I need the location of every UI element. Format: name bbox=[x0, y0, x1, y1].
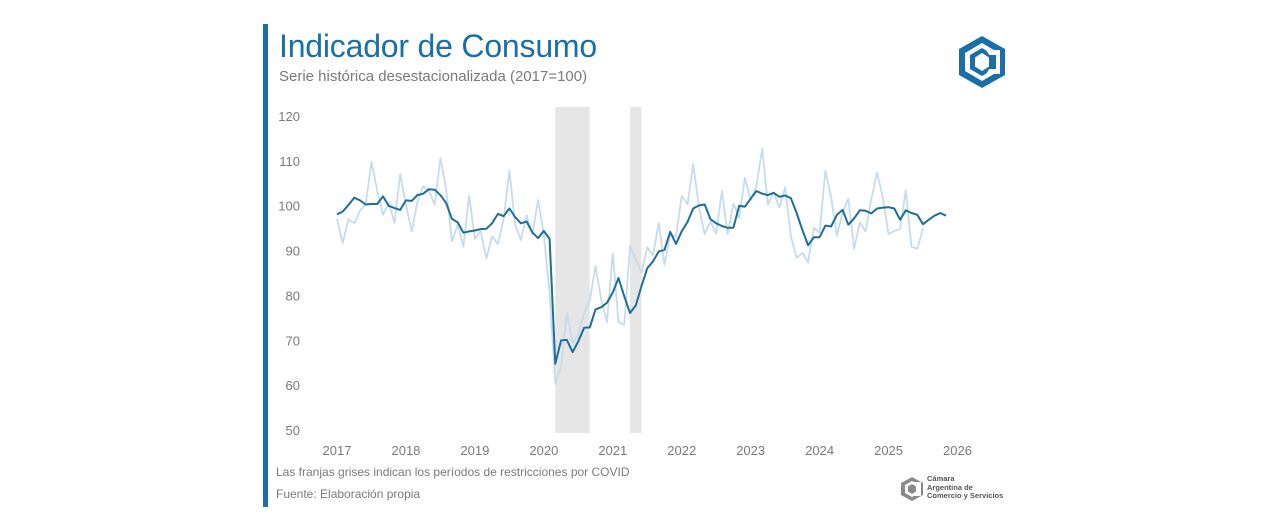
covid-note: Las franjas grises indican los períodos … bbox=[276, 465, 630, 479]
x-tick-label: 2017 bbox=[323, 443, 352, 458]
y-tick-label: 80 bbox=[286, 288, 300, 303]
org-name: Cámara Argentina de Comercio y Servicios bbox=[927, 474, 1022, 501]
y-tick-label: 100 bbox=[278, 199, 300, 214]
y-tick-label: 50 bbox=[286, 423, 300, 438]
source-text: Fuente: Elaboración propia bbox=[276, 487, 421, 501]
y-tick-label: 110 bbox=[279, 154, 300, 169]
chart-subtitle: Serie histórica desestacionalizada (2017… bbox=[279, 68, 588, 85]
org-name-line2: Argentina de bbox=[927, 482, 973, 492]
x-tick-label: 2023 bbox=[736, 443, 765, 458]
x-tick-label: 2019 bbox=[460, 443, 489, 458]
x-tick-label: 2018 bbox=[391, 443, 420, 458]
x-tick-label: 2024 bbox=[805, 443, 834, 458]
chart-title: Indicador de Consumo bbox=[279, 28, 597, 64]
y-tick-label: 120 bbox=[278, 109, 300, 124]
series-light-line bbox=[336, 147, 924, 385]
x-tick-label: 2021 bbox=[598, 443, 627, 458]
x-tick-label: 2022 bbox=[667, 443, 696, 458]
series-main-line bbox=[336, 188, 947, 365]
x-tick-label: 2020 bbox=[529, 443, 558, 458]
line-chart: 50 60 70 80 90 100 110 120 2017 2018 2019 2020 2021… bbox=[278, 107, 972, 458]
cac-small-logo-icon bbox=[901, 477, 923, 501]
cac-logo-icon bbox=[959, 36, 1005, 88]
y-tick-label: 90 bbox=[286, 244, 300, 259]
covid-band-2 bbox=[630, 107, 642, 433]
y-tick-label: 70 bbox=[286, 333, 300, 348]
x-tick-label: 2025 bbox=[874, 443, 903, 458]
org-name-line3: Comercio y Servicios bbox=[927, 491, 1004, 500]
org-name-line1: Cámara bbox=[927, 474, 955, 483]
x-tick-label: 2026 bbox=[943, 443, 972, 458]
footer-logo: Cámara Argentina de Comercio y Servicios bbox=[900, 472, 1020, 506]
covid-band-1 bbox=[555, 107, 590, 433]
accent-bar bbox=[263, 24, 268, 507]
y-tick-label: 60 bbox=[286, 378, 300, 393]
